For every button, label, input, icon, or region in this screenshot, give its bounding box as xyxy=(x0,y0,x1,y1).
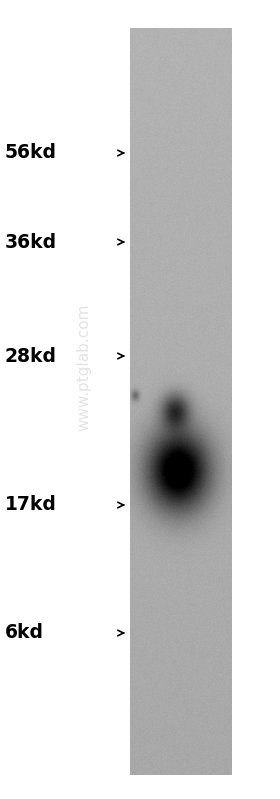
Text: 17kd: 17kd xyxy=(5,495,57,515)
Text: www.ptglab.com: www.ptglab.com xyxy=(76,304,92,431)
Text: 6kd: 6kd xyxy=(5,623,44,642)
Text: 28kd: 28kd xyxy=(5,347,57,365)
Text: 36kd: 36kd xyxy=(5,233,57,252)
Text: 56kd: 56kd xyxy=(5,144,57,162)
